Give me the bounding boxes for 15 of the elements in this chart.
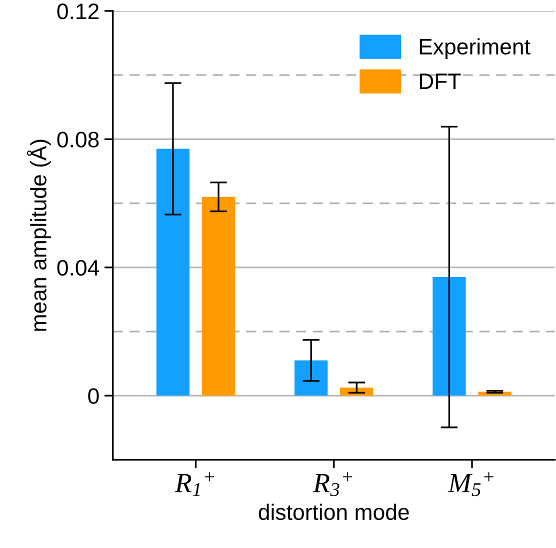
y-tick-label: 0 (88, 388, 99, 404)
bar (156, 148, 190, 396)
legend-label: Experiment (420, 38, 530, 59)
y-tick-label: 0.04 (57, 260, 100, 276)
bar (432, 277, 466, 396)
legend-label: DFT (420, 74, 461, 89)
x-tick-label: M$_{5}$$^{+}$ (448, 472, 494, 496)
x-tick-label: R$_{1}$$^{+}$ (174, 472, 214, 496)
y-axis-title: mean amplitude (Å) (26, 140, 51, 331)
x-axis-title: distortion mode (258, 504, 409, 520)
bar (202, 196, 236, 396)
bar (294, 360, 328, 396)
y-tick-label: 0.08 (57, 132, 99, 148)
x-tick-label: R$_{3}$$^{+}$ (312, 472, 352, 496)
y-tick-label: 0.12 (57, 3, 99, 20)
